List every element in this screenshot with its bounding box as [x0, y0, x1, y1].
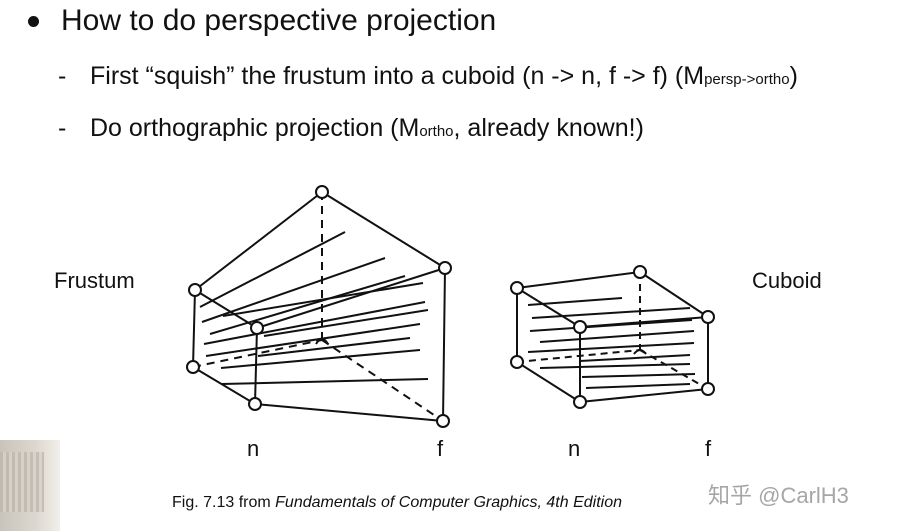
sub-bullet-1-text: First “squish” the frustum into a cuboid… — [90, 62, 705, 90]
cuboid-vertices — [510, 265, 715, 409]
sub-bullet-2-subscript: ortho — [419, 123, 454, 140]
sub-bullet-2-end: , already known!) — [453, 114, 644, 142]
main-bullet: How to do perspective projection — [20, 4, 496, 38]
cuboid-label: Cuboid — [752, 268, 822, 293]
frustum-drawing — [192, 191, 446, 422]
caption-book-title: Fundamentals of Computer Graphics, 4th E… — [275, 494, 622, 511]
sub-bullet-2: - Do orthographic projection (M ortho, al… — [58, 114, 644, 143]
near-plane-label-frustum: n — [247, 436, 260, 461]
far-plane-label-cuboid: f — [705, 436, 712, 461]
main-bullet-text: How to do perspective projection — [61, 4, 497, 37]
sub-bullet-1: - First “squish” the frustum into a cubo… — [58, 62, 798, 91]
bullet-dot-icon — [28, 15, 39, 27]
frustum-label: Frustum — [54, 268, 135, 293]
dash-icon: - — [58, 114, 67, 142]
cuboid-drawing — [516, 271, 709, 403]
frustum-vertices — [186, 185, 452, 428]
sub-bullet-1-end: ) — [789, 62, 798, 90]
sub-bullet-2-text: Do orthographic projection (M — [90, 114, 420, 142]
caption-prefix: Fig. 7.13 from — [172, 494, 276, 511]
far-plane-label-frustum: f — [437, 436, 444, 461]
near-plane-label-cuboid: n — [568, 436, 581, 461]
watermark: 知乎 @CarlH3 — [708, 483, 849, 508]
figure-caption: Fig. 7.13 from Fundamentals of Computer … — [172, 494, 622, 512]
presenter-video-detail — [0, 452, 44, 512]
sub-bullet-1-subscript: persp->ortho — [704, 71, 790, 88]
dash-icon: - — [58, 62, 67, 90]
